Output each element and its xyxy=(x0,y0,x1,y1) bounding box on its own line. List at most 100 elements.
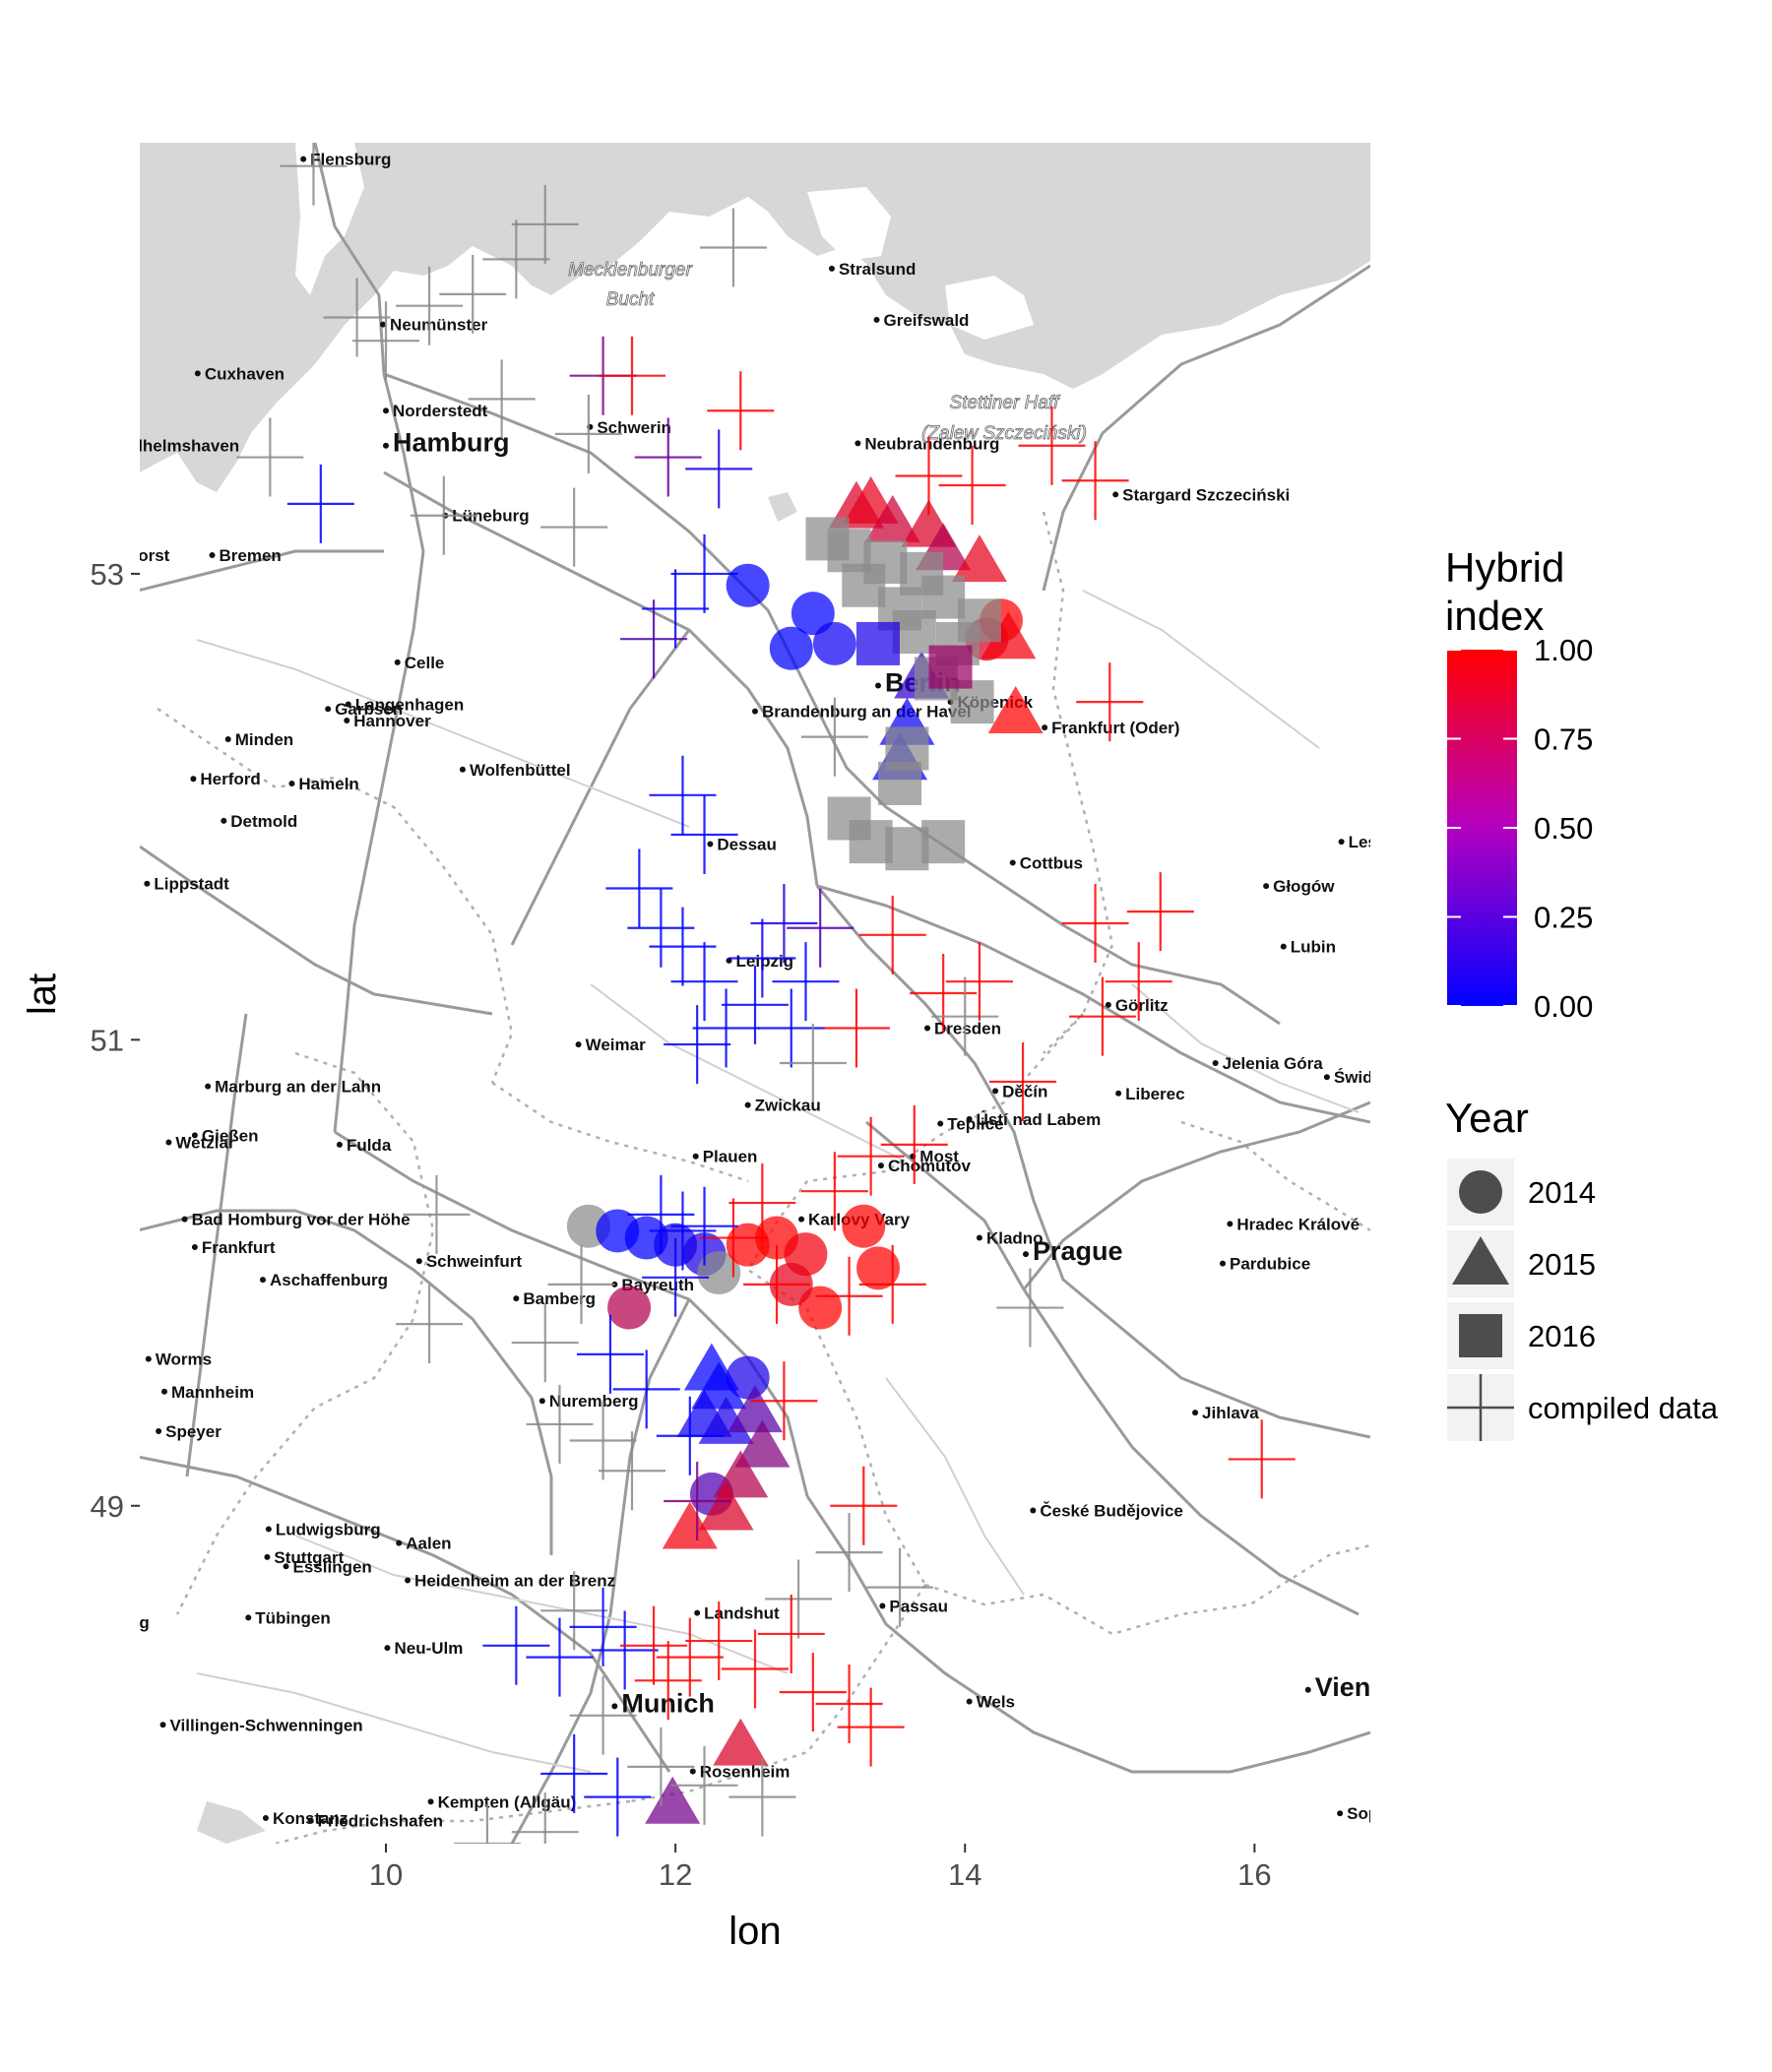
point-cross xyxy=(743,1244,811,1324)
city-label: Tübingen xyxy=(255,1608,330,1627)
city-dot xyxy=(1323,1074,1330,1081)
point-cross xyxy=(779,1653,847,1732)
city-label: Kladno xyxy=(986,1229,1044,1248)
point-cross xyxy=(649,755,717,835)
legend-item-2016: 2016 xyxy=(1447,1302,1596,1369)
city-label: Nuremberg xyxy=(549,1392,639,1411)
city-dot xyxy=(1304,1686,1311,1693)
point-cross xyxy=(989,1041,1057,1121)
city-label: Fulda xyxy=(347,1136,392,1155)
city-label: Greifswald xyxy=(884,311,970,330)
city-dot xyxy=(72,1619,78,1625)
city-label: Bremen xyxy=(220,546,282,565)
map-lake xyxy=(197,1801,266,1844)
city-dot xyxy=(165,1139,172,1146)
point-cross xyxy=(540,1571,608,1651)
city-dot xyxy=(513,1295,520,1302)
water-label-zalew: (Zalew Szczeciński) xyxy=(921,423,1087,444)
legend-label-2015: 2015 xyxy=(1528,1247,1596,1282)
city-dot xyxy=(1030,1507,1037,1514)
city-label: Hamburg xyxy=(393,428,510,458)
point-cross xyxy=(576,1314,644,1394)
city-dot xyxy=(245,1614,252,1621)
city-dot xyxy=(1338,839,1345,846)
city-label: Vienna xyxy=(1315,1672,1403,1702)
city-dot xyxy=(692,1153,699,1160)
city-label: Schwerin xyxy=(597,418,671,437)
point-cross xyxy=(323,278,391,357)
city-dot xyxy=(288,780,295,786)
point-cross xyxy=(569,1401,637,1480)
city-label: Pardubice xyxy=(1230,1255,1310,1274)
city-dot xyxy=(336,1141,343,1148)
city-dot xyxy=(209,551,216,558)
point-cross xyxy=(1061,883,1129,963)
city-dot xyxy=(1105,1001,1111,1008)
city-dot xyxy=(224,735,231,742)
city-dot xyxy=(344,718,350,724)
point-cross xyxy=(540,1733,608,1813)
point-cross xyxy=(931,976,999,1056)
point-cross xyxy=(722,1629,789,1709)
map-minor-roads xyxy=(196,590,1360,1773)
point-cross xyxy=(664,1005,731,1085)
point-cross xyxy=(822,988,890,1068)
city-dot xyxy=(415,1258,422,1265)
point-circle xyxy=(726,563,770,607)
city-dot xyxy=(1115,1090,1122,1097)
city-label: Leipzig xyxy=(736,952,794,971)
point-cross xyxy=(554,394,622,473)
point-cross xyxy=(707,371,775,451)
city-label: Dessau xyxy=(717,836,776,854)
city-dot xyxy=(221,817,227,824)
city-label: Villingen-Schwenningen xyxy=(170,1716,363,1734)
city-dot xyxy=(264,1553,271,1560)
city-dot xyxy=(744,1101,751,1108)
city-label: Friedrichshafen xyxy=(318,1811,444,1830)
legend-color-title-line1: Hybrid xyxy=(1445,544,1564,591)
point-cross xyxy=(511,1792,579,1844)
color-tick-label: 0.00 xyxy=(1534,989,1593,1024)
point-cross xyxy=(685,1601,753,1681)
point-cross xyxy=(858,895,926,974)
color-tick-label: 0.50 xyxy=(1534,811,1593,846)
point-triangle xyxy=(734,1419,791,1468)
city-label: Most xyxy=(919,1148,959,1166)
point-cross xyxy=(627,1727,695,1806)
point-cross xyxy=(800,1152,868,1231)
point-square xyxy=(892,610,936,655)
point-cross xyxy=(765,1559,833,1639)
point-cross xyxy=(757,1594,825,1673)
city-label: Stargard Szczeciński xyxy=(1122,485,1290,504)
city-dot xyxy=(307,1817,314,1824)
point-cross xyxy=(837,1687,905,1767)
city-label: Freiburg xyxy=(82,1613,150,1632)
city-label: Aalen xyxy=(406,1535,451,1553)
city-label: Neu-Ulm xyxy=(394,1639,463,1658)
y-axis-title: lat xyxy=(21,973,64,1015)
point-cross xyxy=(439,254,507,334)
point-cross xyxy=(1076,662,1144,742)
city-dot xyxy=(145,1355,152,1362)
city-label: Neubrandenburg xyxy=(864,434,999,453)
legend-hybrid-index: Hybrid index 1.00 0.75 0.50 0.25 0.00 xyxy=(1445,544,1593,1024)
city-dot xyxy=(538,1398,545,1405)
legend-color-title-line2: index xyxy=(1445,593,1544,639)
city-label: Wolfenbüttel xyxy=(470,761,571,780)
city-label: Gießen xyxy=(202,1126,259,1145)
city-label: Görlitz xyxy=(1115,996,1169,1015)
point-cross xyxy=(670,534,738,613)
point-triangle xyxy=(698,1482,754,1531)
y-tick-label: 49 xyxy=(91,1489,124,1524)
point-cross xyxy=(895,436,963,516)
point-cross xyxy=(699,208,767,287)
point-cross xyxy=(453,1804,521,1844)
point-triangle xyxy=(662,1501,718,1549)
city-dot xyxy=(1220,1260,1226,1267)
point-cross xyxy=(858,1244,926,1324)
point-cross xyxy=(396,266,464,345)
point-cross xyxy=(880,1104,948,1184)
city-label: Aschaffenburg xyxy=(270,1271,388,1289)
y-tick-label: 53 xyxy=(91,557,124,592)
